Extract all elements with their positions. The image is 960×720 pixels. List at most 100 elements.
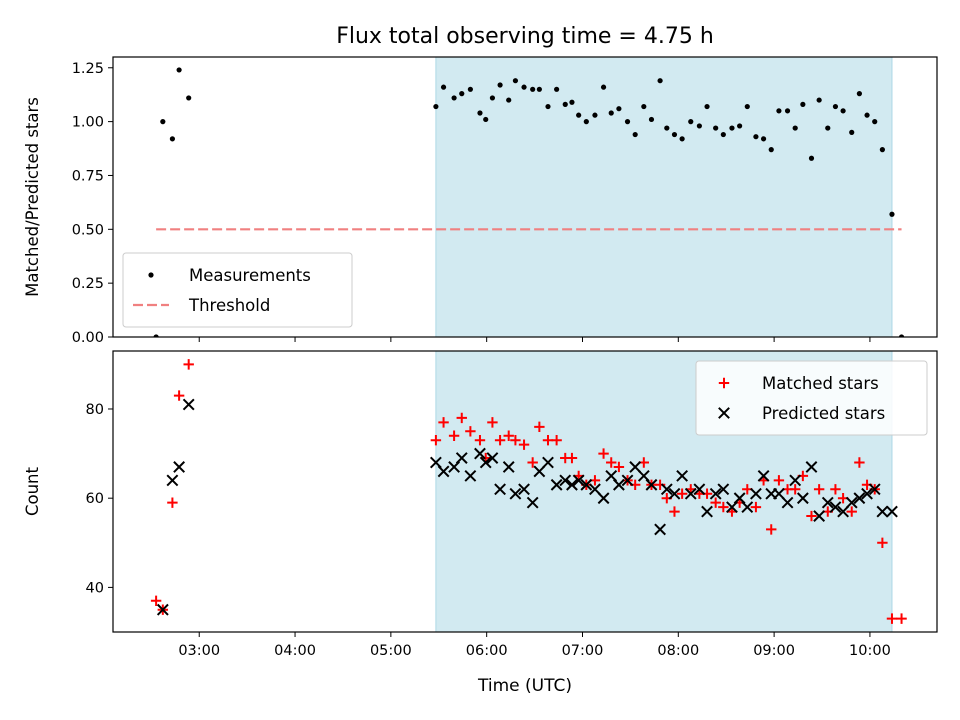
predicted-point — [509, 487, 522, 500]
predicted-point — [156, 603, 169, 616]
matched-point — [773, 475, 785, 486]
measurement-point — [512, 78, 519, 84]
matched-point — [896, 613, 907, 624]
measurement-point — [521, 84, 527, 90]
matched-point — [448, 430, 460, 441]
measurement-point — [624, 119, 631, 125]
matched-point — [806, 510, 817, 522]
predicted-point — [813, 510, 826, 522]
x-tick-label: 06:00 — [466, 643, 508, 659]
matched-point — [750, 501, 762, 513]
measurement-point — [898, 334, 905, 337]
predicted-point — [597, 492, 610, 505]
measurement-point — [569, 99, 575, 105]
measurement-point — [483, 116, 489, 123]
predicted-point — [805, 461, 818, 473]
x-tick-label: 10:00 — [849, 643, 891, 659]
predicted-point — [566, 478, 578, 491]
predicted-point — [494, 483, 506, 496]
predicted-point — [486, 452, 499, 464]
y-tick-label: 0.25 — [72, 276, 104, 292]
measurement-point — [600, 84, 607, 90]
measurement-point — [583, 119, 589, 125]
measurement-point — [760, 136, 767, 142]
predicted-point — [166, 474, 179, 487]
observing-span — [435, 56, 893, 338]
measurement-point — [608, 110, 614, 116]
predicted-point — [629, 461, 642, 473]
legend-label: Matched stars — [762, 374, 879, 393]
measurement-point — [768, 147, 774, 153]
y-tick-label: 1.25 — [72, 61, 104, 77]
x-tick-label: 09:00 — [753, 643, 795, 659]
matched-point — [718, 501, 729, 513]
predicted-point — [772, 487, 785, 500]
measurement-point — [729, 125, 735, 131]
measurement-point — [776, 108, 782, 114]
measurement-point — [506, 97, 512, 103]
predicted-point — [660, 483, 673, 496]
matched-point — [183, 359, 194, 370]
series-predicted-stars — [156, 398, 898, 616]
legend-marker-dot — [148, 272, 154, 278]
predicted-point — [684, 487, 697, 500]
matched-point — [846, 506, 857, 517]
legend-label: Measurements — [189, 266, 311, 285]
predicted-point — [868, 483, 881, 496]
predicted-point — [645, 478, 658, 491]
legend-marker-plus — [718, 377, 730, 389]
matched-point — [566, 452, 578, 464]
matched-point — [676, 488, 688, 499]
predicted-point — [701, 505, 713, 518]
x-tick-label: 05:00 — [370, 643, 412, 659]
predicted-point — [861, 487, 873, 500]
measurement-point — [679, 136, 685, 142]
legend-label: Threshold — [188, 296, 270, 315]
measurement-point — [879, 147, 885, 153]
measurement-point — [849, 129, 855, 135]
x-tick-label: 07:00 — [562, 643, 604, 659]
predicted-point — [709, 487, 722, 500]
measurement-point — [664, 125, 670, 131]
measurement-point — [889, 211, 895, 217]
matched-point — [789, 484, 801, 495]
axes-frame — [112, 350, 938, 633]
predicted-point — [717, 483, 730, 496]
predicted-point — [750, 487, 762, 500]
predicted-point — [621, 474, 634, 487]
matched-point — [510, 435, 521, 446]
measurement-point — [530, 86, 536, 92]
y-tick-label: 0.75 — [72, 168, 104, 184]
predicted-point — [474, 447, 486, 460]
measurement-point — [688, 119, 694, 125]
measurement-point — [816, 97, 822, 103]
measurement-point — [160, 119, 166, 125]
matched-point — [150, 595, 162, 606]
measurement-point — [497, 82, 503, 88]
matched-point — [830, 484, 841, 495]
x-tick-label: 08:00 — [657, 643, 699, 659]
predicted-point — [580, 478, 593, 491]
matched-point — [534, 421, 545, 433]
measurement-point — [440, 84, 447, 90]
measurement-point — [451, 95, 457, 101]
predicted-point — [781, 496, 794, 509]
measurement-point — [856, 91, 862, 97]
predicted-point — [741, 501, 754, 514]
x-tick-label: 03:00 — [178, 643, 220, 659]
measurement-point — [840, 108, 846, 114]
x-axis-label: Time (UTC) — [477, 676, 572, 696]
measurement-point — [800, 101, 806, 107]
predicted-point — [182, 398, 195, 411]
measurement-point — [153, 334, 159, 337]
measurement-point — [489, 95, 496, 101]
predicted-point — [526, 496, 539, 509]
measurement-point — [641, 103, 647, 110]
measurement-point — [536, 86, 542, 92]
matched-point — [598, 448, 609, 459]
predicted-point — [676, 469, 689, 482]
predicted-point — [173, 461, 186, 473]
legend-marker-x — [718, 407, 730, 419]
predicted-point — [479, 456, 492, 469]
measurement-point — [744, 103, 750, 110]
